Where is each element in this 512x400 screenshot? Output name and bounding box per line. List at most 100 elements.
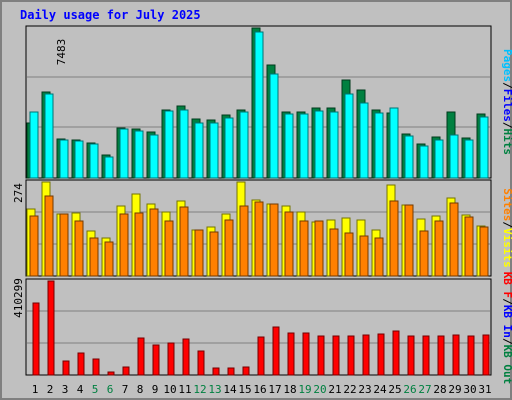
bar-sites-day-17 <box>269 203 279 277</box>
y-max-label-kbytes: 410299 <box>12 278 25 318</box>
chart-title: Daily usage for July 2025 <box>20 8 201 22</box>
bar-kb-f-day-27 <box>422 335 430 376</box>
bar-sites-day-5 <box>89 237 99 277</box>
bar-files-day-4 <box>74 140 84 179</box>
bar-sites-day-21 <box>329 228 339 277</box>
x-tick-day-10: 10 <box>163 383 176 396</box>
bar-sites-day-1 <box>29 215 39 277</box>
bar-files-day-10 <box>164 110 174 179</box>
bar-sites-day-23 <box>359 235 369 277</box>
bar-files-day-17 <box>269 73 279 179</box>
x-tick-day-2: 2 <box>47 383 54 396</box>
bar-kb-f-day-23 <box>362 334 370 376</box>
bar-kb-f-day-2 <box>47 280 55 376</box>
bar-kb-f-day-7 <box>122 366 130 376</box>
x-tick-day-7: 7 <box>122 383 129 396</box>
bar-files-day-20 <box>314 110 324 179</box>
x-tick-day-9: 9 <box>152 383 159 396</box>
bar-kb-f-day-29 <box>452 334 460 376</box>
bar-sites-day-25 <box>389 200 399 277</box>
bar-kb-f-day-6 <box>107 371 115 376</box>
bar-kb-f-day-25 <box>392 330 400 376</box>
bar-kb-f-day-9 <box>152 344 160 376</box>
legend-item-visits: Visits <box>501 228 512 268</box>
x-tick-day-1: 1 <box>32 383 39 396</box>
bar-kb-f-day-11 <box>182 338 190 376</box>
bar-kb-f-day-8 <box>137 337 145 376</box>
bar-kb-f-day-5 <box>92 358 100 376</box>
legend-kbytes: KB F/KB In/KB Out <box>501 272 512 385</box>
bar-sites-day-12 <box>194 229 204 277</box>
bar-sites-day-8 <box>134 212 144 277</box>
bar-sites-day-22 <box>344 232 354 277</box>
x-tick-day-20: 20 <box>313 383 326 396</box>
legend-item-pages: Pages <box>501 49 512 82</box>
bar-files-day-30 <box>464 139 474 179</box>
bar-sites-day-30 <box>464 216 474 277</box>
bar-files-day-29 <box>449 134 459 179</box>
bar-files-day-12 <box>194 122 204 179</box>
bar-files-day-26 <box>404 135 414 179</box>
x-tick-day-26: 26 <box>403 383 416 396</box>
x-tick-day-12: 12 <box>193 383 206 396</box>
bar-files-day-13 <box>209 122 219 179</box>
bar-kb-f-day-17 <box>272 326 280 376</box>
legend-item-sites: Sites <box>501 188 512 221</box>
bar-files-day-1 <box>29 111 39 179</box>
bar-sites-day-11 <box>179 206 189 277</box>
bar-sites-day-6 <box>104 241 114 277</box>
bar-files-day-18 <box>284 113 294 179</box>
legend-item-kbin: KB In <box>501 305 512 338</box>
bar-files-day-11 <box>179 109 189 179</box>
x-tick-day-14: 14 <box>223 383 237 396</box>
bar-files-day-16 <box>254 31 264 179</box>
bar-kb-f-day-14 <box>227 367 235 376</box>
bar-files-day-6 <box>104 156 114 179</box>
bar-sites-day-3 <box>59 213 69 277</box>
bar-kb-f-day-26 <box>407 335 415 376</box>
y-max-label-hits: 7483 <box>55 39 68 66</box>
bar-kb-f-day-30 <box>467 335 475 376</box>
x-tick-day-13: 13 <box>208 383 221 396</box>
bar-sites-day-15 <box>239 205 249 277</box>
bar-files-day-21 <box>329 111 339 179</box>
x-tick-day-23: 23 <box>358 383 371 396</box>
bar-kb-f-day-10 <box>167 342 175 376</box>
bar-kb-f-day-31 <box>482 334 490 376</box>
legend-hits-files: Pages/Files/Hits <box>501 49 512 155</box>
legend-separator: / <box>501 338 512 345</box>
legend-separator: / <box>501 298 512 305</box>
bar-sites-day-7 <box>119 213 129 277</box>
bar-kb-f-day-1 <box>32 302 40 376</box>
bar-sites-day-10 <box>164 220 174 277</box>
bar-sites-day-4 <box>74 220 84 277</box>
bar-kb-f-day-12 <box>197 350 205 376</box>
x-tick-day-11: 11 <box>178 383 191 396</box>
bar-files-day-15 <box>239 111 249 179</box>
x-tick-day-3: 3 <box>62 383 69 396</box>
bar-sites-day-13 <box>209 231 219 277</box>
x-tick-day-28: 28 <box>433 383 446 396</box>
bar-files-day-27 <box>419 145 429 179</box>
bar-kb-f-day-21 <box>332 335 340 376</box>
legend-separator: / <box>501 122 512 129</box>
x-tick-day-25: 25 <box>388 383 401 396</box>
bar-files-day-19 <box>299 113 309 179</box>
x-tick-day-31: 31 <box>478 383 491 396</box>
bar-files-day-22 <box>344 93 354 179</box>
bar-kb-f-day-4 <box>77 352 85 376</box>
legend-item-files: Files <box>501 89 512 122</box>
bar-sites-day-31 <box>479 226 489 277</box>
bar-kb-f-day-19 <box>302 332 310 376</box>
x-tick-day-4: 4 <box>77 383 84 396</box>
bar-sites-day-24 <box>374 237 384 277</box>
x-axis-labels: 1 2 3 4 5 6 7 8 9 10 11 12 13 14 15 16 17 18 19 20 21 22 23 24 2… <box>32 383 492 396</box>
bar-kb-f-day-18 <box>287 332 295 376</box>
bar-files-day-14 <box>224 117 234 179</box>
legend-separator: / <box>501 82 512 89</box>
y-max-label-visits: 274 <box>12 183 25 203</box>
x-tick-day-18: 18 <box>283 383 296 396</box>
x-tick-day-29: 29 <box>448 383 461 396</box>
bar-kb-f-day-22 <box>347 335 355 376</box>
